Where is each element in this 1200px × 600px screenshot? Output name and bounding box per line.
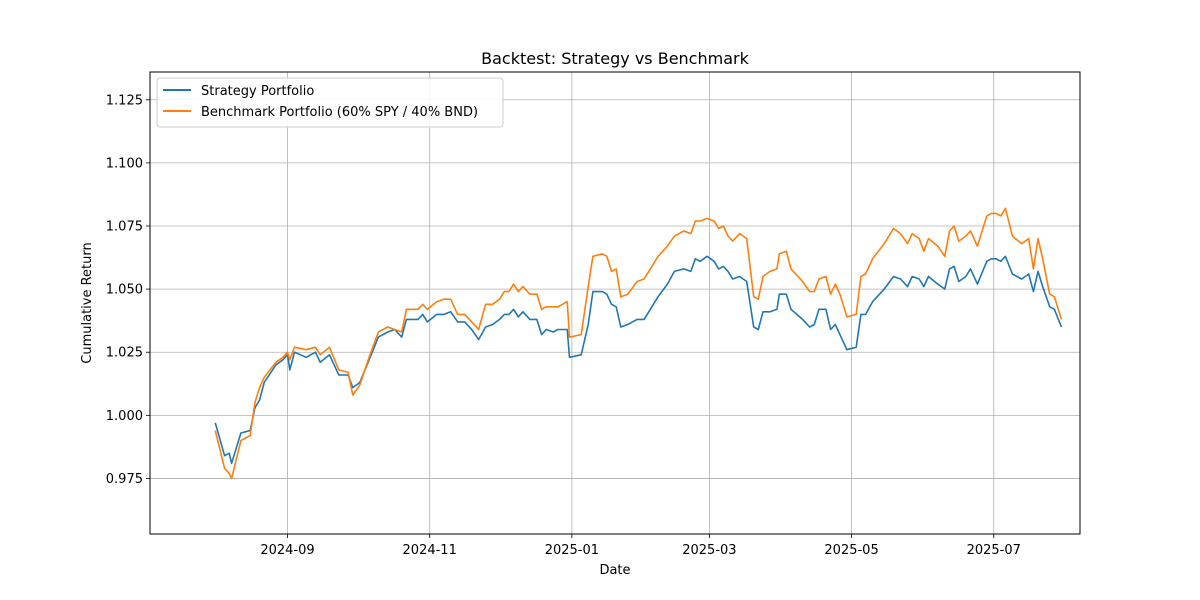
- x-tick-label: 2024-09: [260, 543, 314, 558]
- grid: [150, 72, 1080, 534]
- y-tick-label: 1.125: [106, 93, 143, 108]
- y-tick-label: 1.025: [106, 346, 143, 361]
- y-tick-label: 1.050: [106, 283, 143, 298]
- chart-title: Backtest: Strategy vs Benchmark: [481, 49, 749, 68]
- y-tick-label: 1.075: [106, 220, 143, 235]
- y-tick-label: 1.100: [106, 156, 143, 171]
- legend: Strategy Portfolio Benchmark Portfolio (…: [156, 77, 504, 128]
- y-tick-label: 0.975: [106, 472, 143, 487]
- legend-label-strategy: Strategy Portfolio: [201, 84, 314, 99]
- y-tick-label: 1.000: [106, 409, 143, 424]
- series-line-benchmark: [214, 207, 1063, 480]
- series-lines: [214, 207, 1063, 480]
- legend-box: [156, 77, 504, 128]
- x-axis-ticks: 2024-09 2024-11 2025-01 2025-03 2025-05 2025-…: [260, 534, 1021, 558]
- x-axis-label: Date: [599, 563, 630, 578]
- x-tick-label: 2025-07: [967, 543, 1021, 558]
- y-axis-label: Cumulative Return: [80, 242, 95, 363]
- x-tick-label: 2025-05: [824, 543, 878, 558]
- plot-frame: [149, 71, 1081, 535]
- x-tick-label: 2025-01: [545, 543, 599, 558]
- x-tick-label: 2024-11: [403, 543, 457, 558]
- legend-label-benchmark: Benchmark Portfolio (60% SPY / 40% BND): [201, 105, 478, 120]
- y-axis-ticks: 0.975 1.000 1.025 1.050 1.075 1.100 1.125: [106, 93, 150, 487]
- x-tick-label: 2025-03: [682, 543, 736, 558]
